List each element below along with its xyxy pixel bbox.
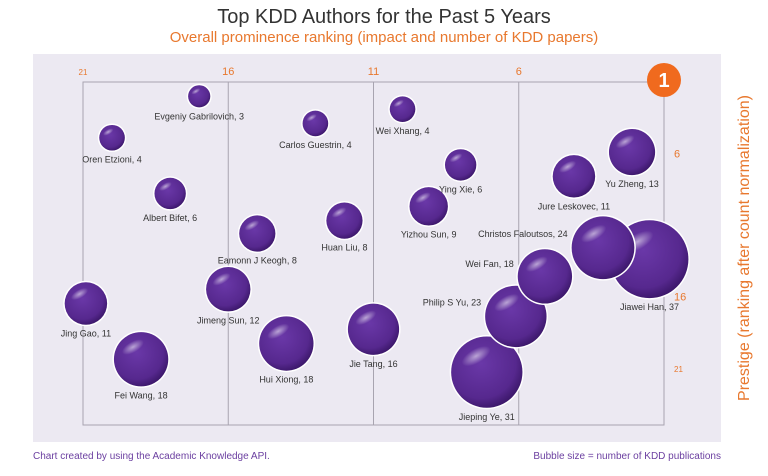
chart-title: Top KDD Authors for the Past 5 Years	[217, 6, 551, 28]
bubble-label: Eamonn J Keogh, 8	[218, 256, 297, 266]
bubble-label: Yizhou Sun, 9	[401, 230, 457, 240]
bubble-label: Jie Tang, 16	[349, 359, 397, 369]
bubble-highlight	[449, 153, 463, 163]
bubble-label: Christos Faloutsos, 24	[478, 229, 568, 239]
bubble-group	[204, 265, 252, 313]
bubble-highlight	[306, 114, 317, 122]
bubble-label: Fei Wang, 18	[114, 390, 167, 400]
bubble-label: Albert Bifet, 6	[143, 213, 197, 223]
bubble-label: Hui Xiong, 18	[259, 375, 313, 385]
bubble-group	[152, 176, 188, 211]
bubble-highlight	[494, 293, 519, 312]
bubble-label: Ying Xie, 6	[439, 185, 482, 195]
bubble-highlight	[212, 272, 231, 286]
bubble-group	[257, 314, 316, 373]
x-tick-label: 16	[222, 66, 234, 78]
bubble-group	[388, 94, 417, 124]
bubble-label: Jing Gao, 11	[61, 329, 111, 339]
bubble-highlight	[559, 160, 577, 173]
bubble-highlight	[393, 99, 404, 108]
x-tick-label: 6	[516, 66, 522, 78]
bubble-group	[551, 153, 597, 200]
bubble-highlight	[103, 128, 114, 136]
bubble-highlight	[580, 224, 607, 243]
bubble-highlight	[159, 181, 172, 191]
size-legend-note: Bubble size = number of KDD publications	[533, 451, 721, 462]
bubble-highlight	[525, 256, 548, 272]
bubble-highlight	[267, 323, 290, 340]
bubble-label: Wei Fan, 18	[465, 259, 513, 269]
bubble-highlight	[244, 220, 260, 231]
bubble-label: Oren Etzioni, 4	[82, 155, 142, 165]
bubble-group	[112, 330, 170, 388]
bubble-highlight	[355, 310, 377, 325]
bubble-group	[301, 109, 330, 138]
x-tick-label: 21	[79, 68, 88, 77]
bubble-group	[607, 127, 657, 177]
bubble-group	[63, 280, 109, 327]
bubble-label: Philip S Yu, 23	[423, 298, 481, 308]
bubble-highlight	[331, 207, 347, 218]
bubble-label: Jimeng Sun, 12	[197, 315, 260, 325]
bubble-group	[516, 247, 574, 306]
bubble-group	[449, 334, 524, 410]
bubble-highlight	[191, 88, 201, 95]
bubble-label: Yu Zheng, 13	[605, 179, 659, 189]
bubble-label: Wei Xhang, 4	[376, 126, 430, 136]
bubble-highlight	[461, 345, 491, 367]
bubble-highlight	[615, 135, 635, 149]
bubble-label: Jieping Ye, 31	[459, 412, 515, 422]
bubble-group	[97, 123, 127, 153]
y-tick-label: 6	[674, 148, 680, 160]
y-axis-label: Prestige (ranking after count normalizat…	[736, 95, 753, 401]
bubble-group	[443, 147, 478, 183]
x-tick-label: 11	[368, 66, 379, 78]
bubble-group	[186, 83, 212, 109]
bubble-label: Carlos Guestrin, 4	[279, 140, 352, 150]
y-tick-label: 16	[674, 291, 686, 303]
bubble-group	[346, 302, 401, 357]
bubble-group	[407, 185, 450, 228]
bubble-highlight	[122, 339, 144, 355]
bubble-highlight	[415, 192, 431, 204]
source-note: Chart created by using the Academic Know…	[33, 451, 270, 462]
bubble-label: Jiawei Han, 37	[620, 302, 679, 312]
bubble-group	[237, 213, 277, 254]
bubble-label: Huan Liu, 8	[321, 243, 367, 253]
bubble-highlight	[70, 287, 89, 300]
chart-subtitle: Overall prominence ranking (impact and n…	[169, 29, 599, 46]
top-rank-badge-label: 1	[658, 70, 669, 92]
top-rank-badge	[647, 63, 681, 97]
bubble-label: Evgeniy Gabrilovich, 3	[154, 111, 244, 121]
bubble-group	[570, 214, 636, 281]
bubble-group	[324, 201, 365, 241]
y-tick-label: 21	[674, 365, 683, 374]
bubble-label: Jure Leskovec, 11	[538, 202, 610, 212]
